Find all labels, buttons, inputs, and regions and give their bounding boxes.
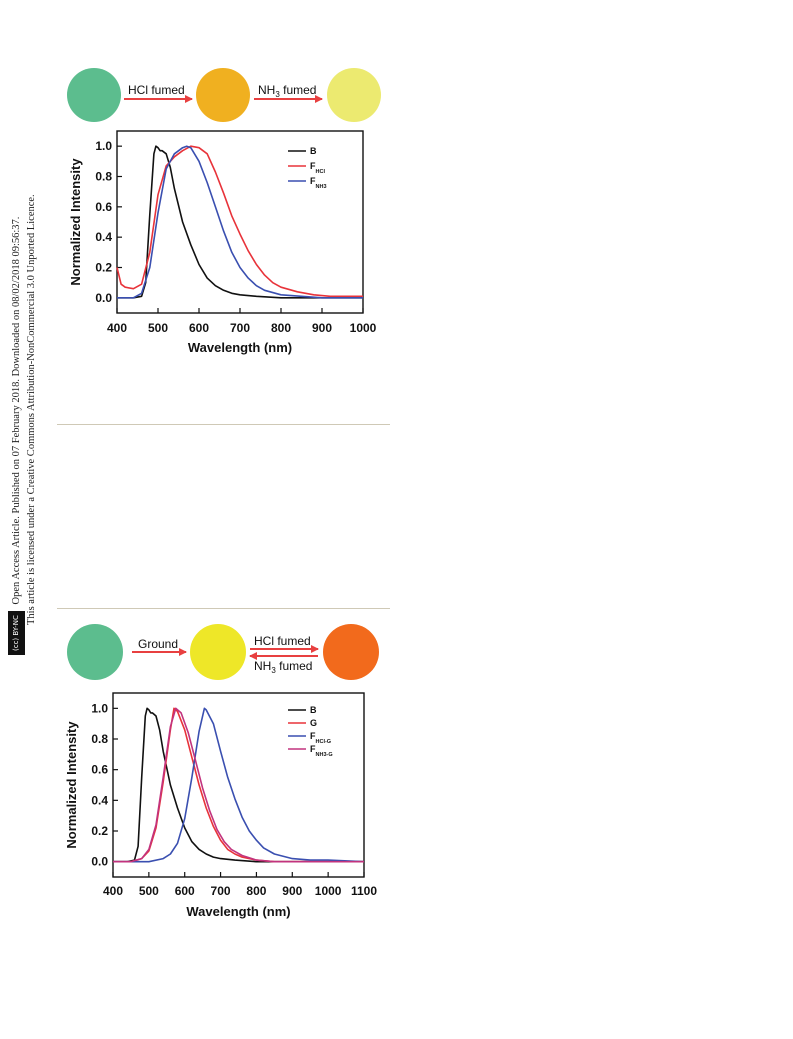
- chart-top: 400 500 600 700 800 900 1000 0.0 0.2 0.4 0.6 0.8 1.0…: [68, 130, 377, 355]
- series-line-0: [117, 145, 363, 299]
- legend-label-1: FHCl: [310, 161, 325, 175]
- legend-label-0: B: [310, 705, 317, 715]
- x-tick-label: 600: [189, 321, 209, 335]
- x-tick-label: 500: [148, 321, 168, 335]
- x-axis-title: Wavelength (nm): [188, 340, 292, 355]
- series-line-1: [116, 145, 363, 298]
- y-tick-label: 0.2: [91, 824, 108, 838]
- x-axis-title: Wavelength (nm): [186, 904, 290, 919]
- y-tick-label: 0.4: [91, 793, 108, 807]
- sample-circle-green-2: [67, 624, 123, 680]
- y-tick-label: 0.2: [95, 261, 112, 275]
- series-line-0: [113, 707, 364, 863]
- series-line-2: [113, 707, 365, 863]
- y-tick-label: 1.0: [91, 701, 108, 715]
- y-tick-label: 0.0: [95, 291, 112, 305]
- legend-label-1: G: [310, 718, 317, 728]
- sample-circle-orange: [196, 68, 250, 122]
- legend-label-0: B: [310, 146, 317, 156]
- arrow-hcl-fumed-label: HCl fumed: [128, 83, 185, 97]
- x-tick-label: 400: [107, 321, 127, 335]
- chart-bottom: 400 500 600 700 800 900 1000 1100 0.0 0.2 0.4 0.6 0.…: [64, 692, 377, 919]
- y-tick-label: 1.0: [95, 139, 112, 153]
- series-line-3: [113, 707, 364, 863]
- sample-circle-yellow: [327, 68, 381, 122]
- arrow-nh3-fumed-2-label: NH3 fumed: [254, 659, 312, 675]
- series-line-1: [113, 707, 364, 863]
- y-tick-label: 0.4: [95, 230, 112, 244]
- x-tick-label: 1000: [350, 321, 377, 335]
- divider-rule-1: [57, 424, 390, 425]
- x-tick-label: 400: [103, 884, 123, 898]
- plot-frame: [112, 692, 365, 878]
- x-tick-label: 500: [139, 884, 159, 898]
- x-tick-label: 1000: [315, 884, 342, 898]
- series-line-2: [117, 145, 363, 299]
- y-tick-label: 0.0: [91, 855, 108, 869]
- x-tick-label: 900: [312, 321, 332, 335]
- x-tick-label: 700: [211, 884, 231, 898]
- arrow-ground-label: Ground: [138, 637, 178, 651]
- sample-circle-green: [67, 68, 121, 122]
- sample-circle-yellow-2: [190, 624, 246, 680]
- x-tick-label: 900: [282, 884, 302, 898]
- y-tick-label: 0.8: [95, 170, 112, 184]
- y-axis-title: Normalized Intensity: [64, 721, 79, 849]
- x-tick-label: 1100: [351, 884, 377, 898]
- divider-rule-2: [57, 608, 390, 609]
- arrow-hcl-fumed-2-label: HCl fumed: [254, 634, 311, 648]
- sample-circle-orange-2: [323, 624, 379, 680]
- y-tick-label: 0.6: [95, 200, 112, 214]
- scheme-top: HCl fumed NH3 fumed: [67, 68, 381, 122]
- scheme-bottom: Ground HCl fumed NH3 fumed: [67, 624, 379, 680]
- legend-label-2: FNH3: [310, 176, 327, 190]
- y-tick-label: 0.8: [91, 732, 108, 746]
- x-tick-label: 800: [271, 321, 291, 335]
- x-tick-label: 600: [175, 884, 195, 898]
- y-axis-title: Normalized Intensity: [68, 158, 83, 286]
- legend-label-2: FHCl-G: [310, 731, 331, 745]
- legend-label-3: FNH3-G: [310, 744, 333, 758]
- x-tick-label: 700: [230, 321, 250, 335]
- x-tick-label: 800: [246, 884, 266, 898]
- y-tick-label: 0.6: [91, 763, 108, 777]
- arrow-nh3-fumed-label: NH3 fumed: [258, 83, 316, 99]
